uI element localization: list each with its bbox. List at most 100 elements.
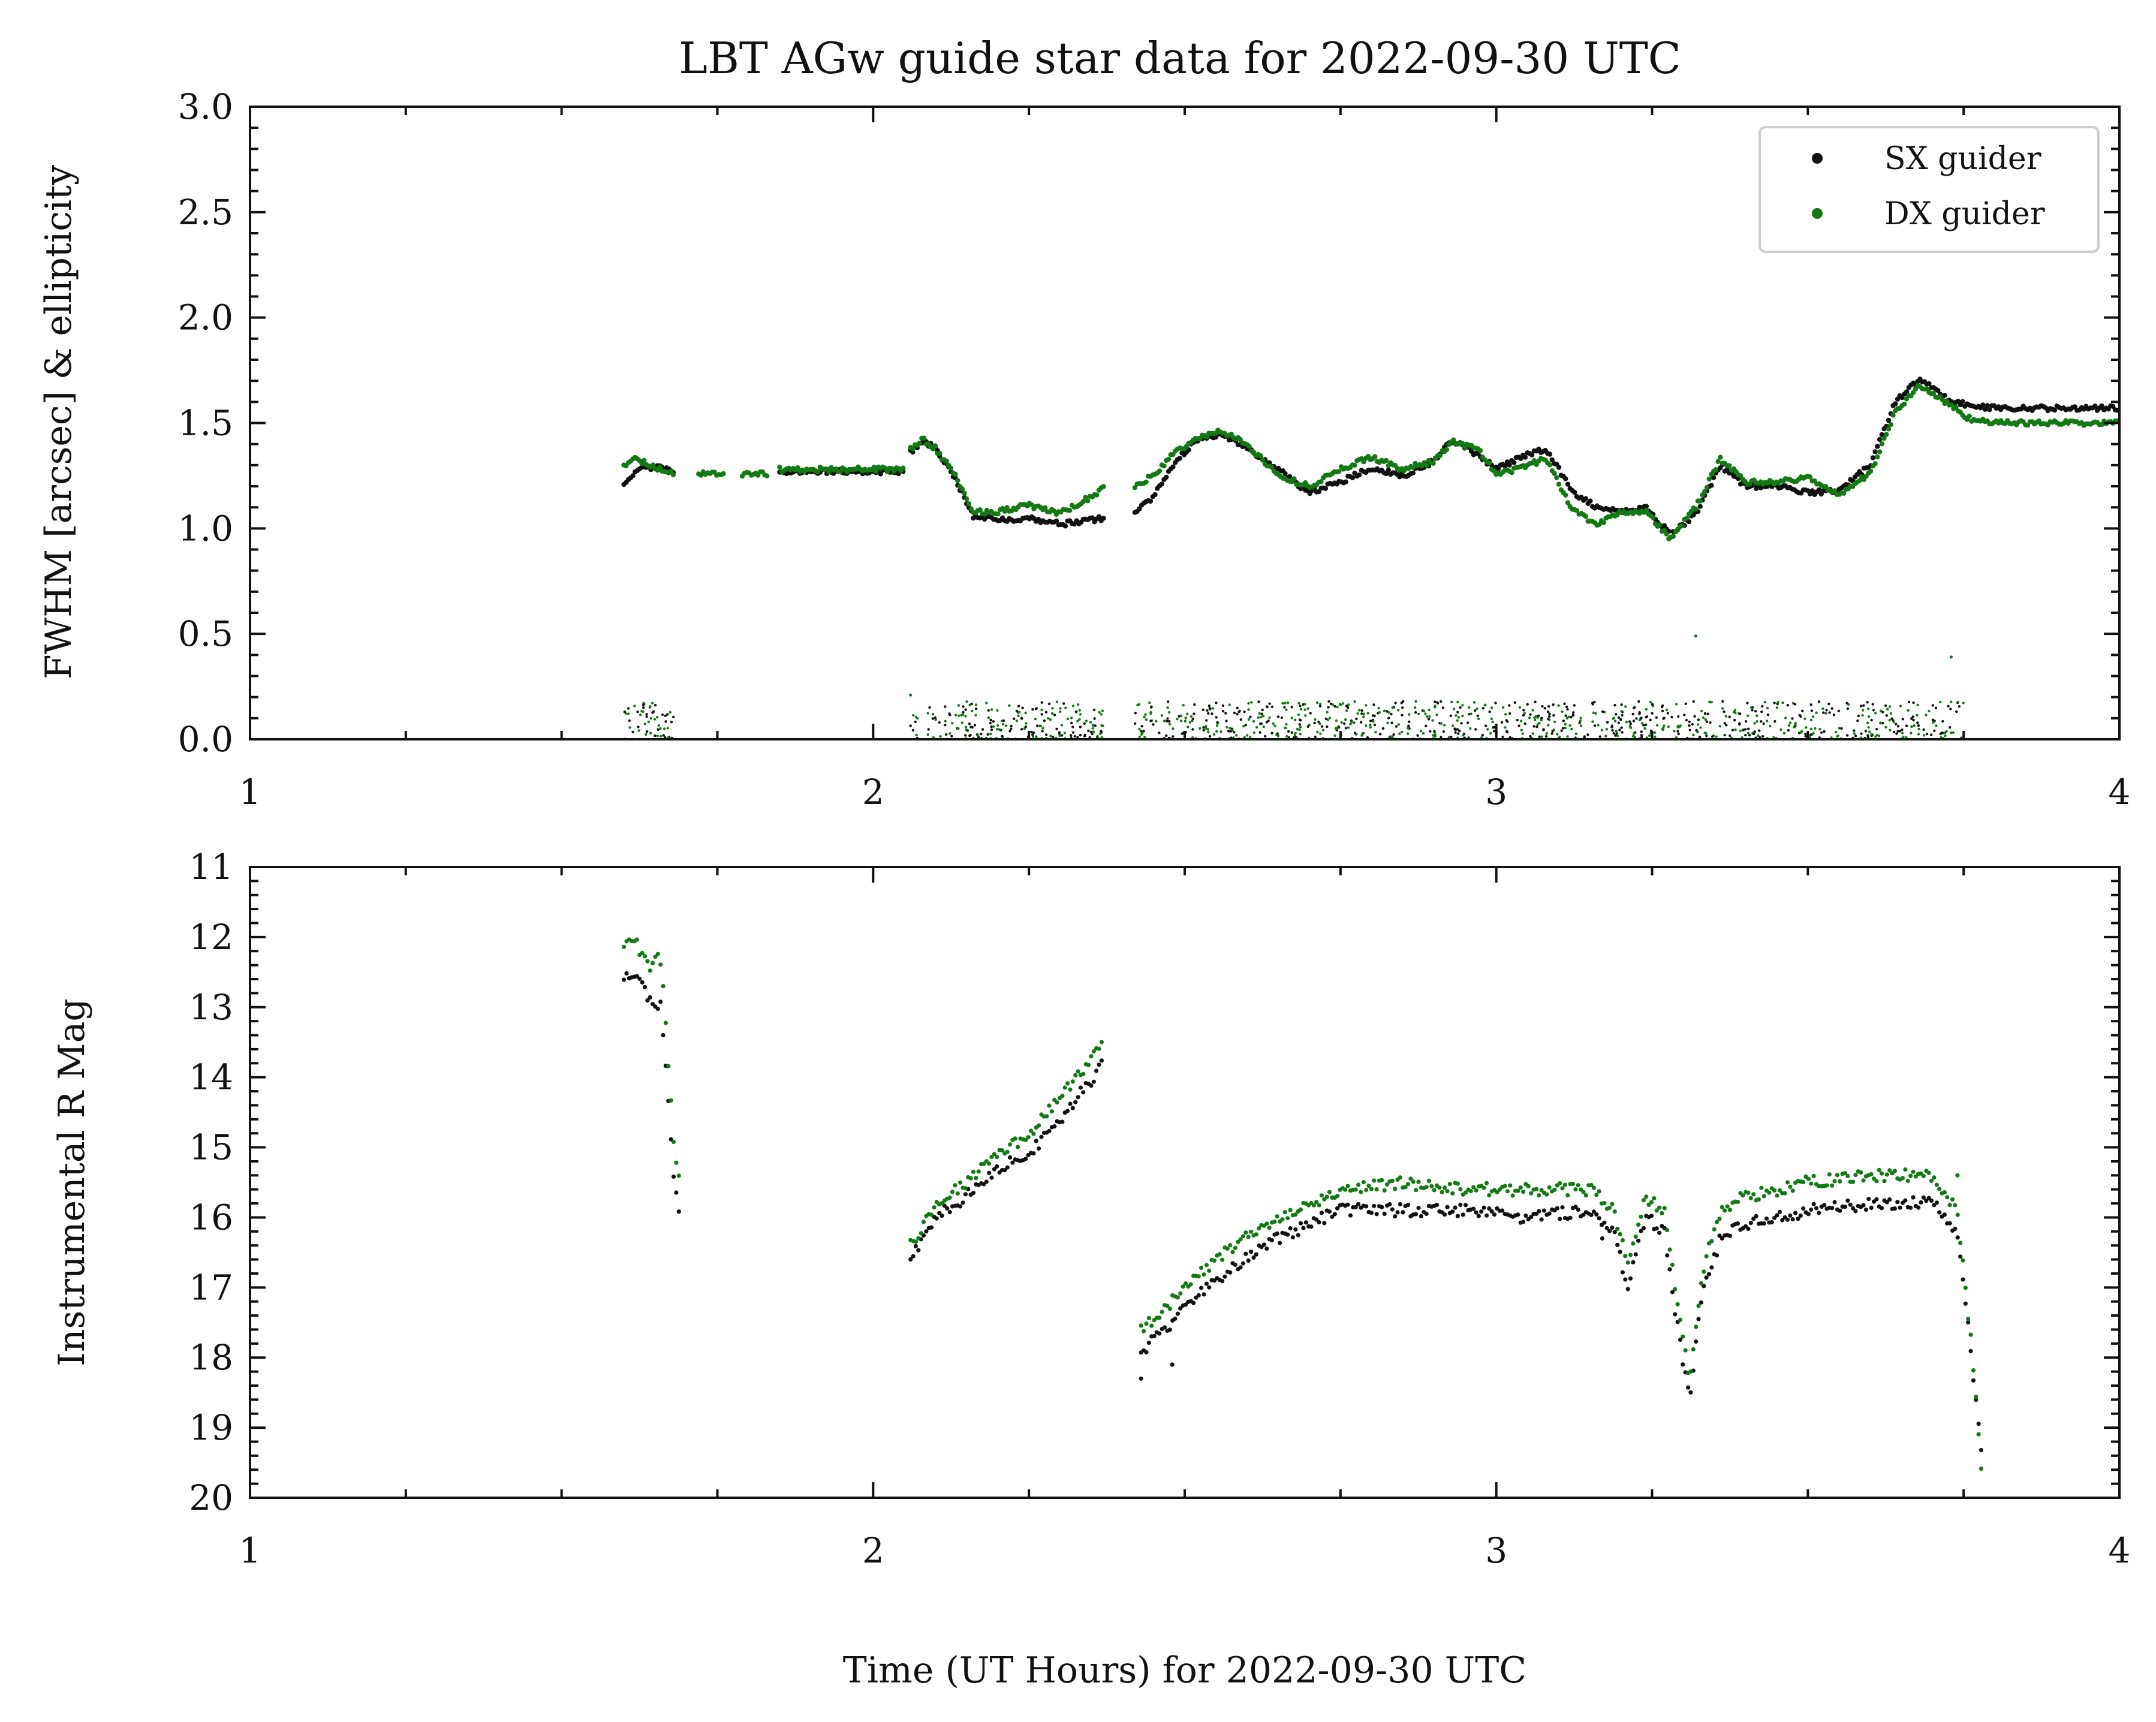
data-point [651,961,655,965]
data-point [1264,1246,1269,1251]
data-point [953,1183,957,1188]
ellipticity-point [1886,708,1889,711]
ellipticity-point [1401,714,1404,717]
ellipticity-point [1017,711,1021,714]
data-point [1597,522,1602,527]
data-point [1157,468,1163,474]
data-point [1296,1233,1300,1238]
ellipticity-point [1136,703,1139,707]
data-point [948,465,954,471]
ellipticity-point [1383,709,1386,712]
data-point [1345,1202,1350,1207]
ellipticity-point [1260,712,1263,715]
data-point [1853,1209,1858,1214]
data-point [1544,1192,1549,1197]
data-point [1453,1205,1458,1210]
ellipticity-point [1823,730,1826,733]
ellipticity-point [1925,733,1929,736]
data-point [1911,1169,1916,1174]
data-point [658,1000,663,1004]
data-point [653,955,658,959]
ellipticity-point [1091,733,1094,736]
data-point [1600,1236,1604,1241]
ellipticity-point [1621,714,1624,717]
data-point [1727,1208,1732,1212]
data-point [1618,1232,1622,1236]
data-point [1085,498,1091,504]
ellipticity-point [1435,714,1438,717]
data-point [1343,1187,1348,1192]
data-point [1746,1190,1751,1195]
ellipticity-point [1215,716,1218,719]
data-point [1793,1211,1798,1215]
ellipticity-point [1889,728,1892,732]
data-point [1060,1094,1065,1098]
ellipticity-point [1782,731,1786,735]
data-point [1395,1210,1400,1215]
data-point [815,469,821,474]
data-point [1013,1136,1017,1141]
ellipticity-point [1372,720,1375,723]
data-point [1196,1274,1201,1279]
data-point [1081,1071,1086,1076]
ellipticity-point [651,711,654,714]
ellipticity-point [1272,722,1275,725]
ellipticity-point [1568,724,1571,727]
ellipticity-point [948,712,951,715]
ellipticity-point [1801,709,1804,713]
ellipticity-point [1236,706,1239,710]
data-point [1023,1137,1028,1142]
data-point [1652,1196,1657,1201]
ellipticity-point [1788,721,1792,724]
ellipticity-point [945,733,948,736]
x-tick-label: 4 [2109,772,2131,812]
ellipticity-point [1321,728,1324,732]
data-point [1900,1176,1905,1181]
data-point [1285,1232,1290,1237]
data-point [1298,1207,1303,1212]
ellipticity-point [1546,711,1550,714]
ellipticity-point [1089,721,1092,724]
ellipticity-point [1258,712,1261,715]
data-point [1324,1194,1329,1199]
ellipticity-point [976,734,980,737]
data-point [937,450,943,456]
data-point [1502,463,1508,469]
ellipticity-point [1753,722,1756,725]
ellipticity-point [1615,730,1618,733]
ellipticity-point [1040,708,1043,712]
data-point [1352,462,1357,468]
data-point [1081,1090,1086,1095]
data-point [1916,1205,1921,1210]
data-point [924,1229,929,1234]
ellipticity-point [1070,734,1073,737]
ellipticity-point [1723,710,1726,714]
ellipticity-point [909,693,913,697]
data-point [1679,523,1685,528]
ellipticity-point [1187,725,1190,728]
ellipticity-point [1134,712,1137,715]
ellipticity-point [1178,715,1181,718]
ellipticity-point [631,730,634,734]
data-point [1699,1300,1703,1305]
data-point [1851,1206,1856,1211]
data-point [1416,1179,1421,1184]
data-point [1230,1250,1235,1254]
ellipticity-point [926,712,929,715]
data-point [982,511,987,517]
data-point [1558,1181,1562,1186]
data-point [1851,1179,1856,1184]
data-point [645,959,650,964]
data-point [1361,459,1366,465]
ellipticity-point [1673,730,1676,733]
data-point [1604,1226,1609,1230]
data-point [1356,472,1362,478]
data-point [1807,474,1813,480]
y-tick-label: 1.5 [178,403,233,444]
data-point [1688,1369,1693,1374]
ellipticity-point [1840,727,1843,730]
fwhm-axis-title: FWHM [arcsec] & ellipticity [38,165,80,679]
ellipticity-point [1786,704,1789,707]
data-point [1875,444,1880,449]
data-point [916,1248,921,1253]
